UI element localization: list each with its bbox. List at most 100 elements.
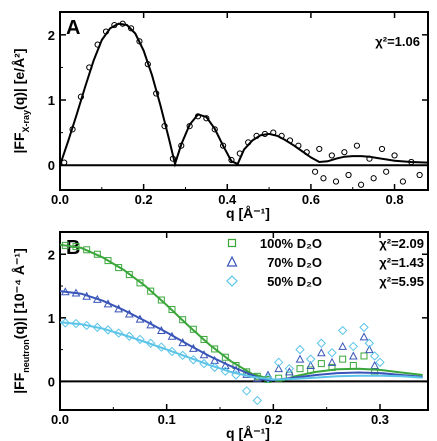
data-point bbox=[135, 334, 145, 345]
data-point bbox=[221, 353, 229, 361]
data-point bbox=[71, 318, 81, 329]
data-point bbox=[127, 25, 135, 32]
data-point bbox=[317, 360, 325, 368]
legend-marker bbox=[226, 255, 238, 267]
data-point bbox=[399, 178, 407, 185]
data-point bbox=[273, 357, 284, 368]
data-point bbox=[364, 345, 374, 354]
y-tick-label: 0 bbox=[48, 374, 55, 389]
legend-chi-squared: χ²=1.43 bbox=[379, 255, 424, 270]
legend-marker bbox=[227, 238, 237, 248]
fit-line bbox=[60, 290, 423, 382]
data-point bbox=[295, 344, 305, 355]
y-tick-label: 0 bbox=[48, 158, 55, 173]
y-tick-label: 1 bbox=[48, 311, 55, 326]
data-point bbox=[136, 279, 144, 287]
data-point bbox=[295, 354, 305, 363]
data-point bbox=[328, 152, 335, 159]
x-tick-label: 0.0 bbox=[51, 412, 69, 427]
data-point bbox=[200, 335, 208, 343]
data-point bbox=[228, 156, 235, 164]
data-point bbox=[370, 360, 380, 369]
data-point bbox=[296, 365, 304, 373]
data-point bbox=[179, 316, 187, 324]
data-point bbox=[203, 115, 210, 122]
plot-frame bbox=[59, 11, 429, 191]
data-point bbox=[125, 271, 133, 279]
data-point bbox=[316, 348, 326, 357]
data-point bbox=[316, 145, 323, 153]
data-point bbox=[338, 341, 348, 350]
legend-label: 50% D₂O bbox=[267, 274, 322, 289]
data-point bbox=[357, 181, 365, 188]
y-axis-label: |FFX-ray(q)| [e/Å²] bbox=[11, 48, 31, 153]
x-tick-label: 0.0 bbox=[51, 192, 69, 207]
legend-label: 70% D₂O bbox=[267, 255, 322, 270]
x-tick-label: 0.4 bbox=[218, 192, 237, 207]
x-tick-label: 0.6 bbox=[302, 192, 320, 207]
data-point bbox=[353, 142, 361, 149]
data-point bbox=[168, 306, 176, 314]
x-tick-label: 0.1 bbox=[158, 412, 176, 427]
data-point bbox=[359, 322, 369, 333]
data-point bbox=[305, 354, 316, 364]
data-point bbox=[345, 171, 352, 179]
data-point bbox=[416, 171, 423, 179]
data-point bbox=[359, 332, 369, 341]
data-point bbox=[337, 325, 348, 336]
data-point bbox=[339, 355, 347, 363]
data-point bbox=[274, 364, 284, 373]
panel-A: 0.0 0.2 0.4 0.6 0.8 0 1 2 q [Å⁻¹] |FFX-ray(q)| [e… bbox=[11, 11, 429, 221]
data-point bbox=[211, 345, 219, 353]
panel-B: 0.0 0.1 0.2 0.3 0 1 2 q [Å⁻¹] |FFneutron(q)| [10… bbox=[11, 231, 429, 441]
data-point bbox=[378, 145, 386, 153]
x-tick-label: 0.8 bbox=[386, 192, 404, 207]
x-tick-label: 0.3 bbox=[371, 412, 389, 427]
x-axis-label: q [Å⁻¹] bbox=[226, 205, 270, 221]
data-point bbox=[147, 287, 155, 295]
data-point bbox=[311, 168, 319, 175]
fit-line bbox=[60, 243, 423, 382]
legend-marker bbox=[226, 275, 238, 287]
data-point bbox=[369, 351, 380, 361]
data-point bbox=[320, 175, 327, 182]
data-point bbox=[349, 362, 357, 369]
data-point bbox=[348, 351, 358, 360]
data-point bbox=[327, 357, 337, 366]
plot-frame bbox=[59, 231, 429, 411]
chi-squared-annotation: χ²=1.06 bbox=[375, 34, 420, 49]
plot-area bbox=[60, 20, 428, 188]
data-point bbox=[189, 325, 197, 333]
data-point bbox=[211, 126, 218, 133]
data-point bbox=[391, 152, 398, 159]
legend-chi-squared: χ²=5.95 bbox=[379, 274, 424, 289]
fit-line bbox=[60, 22, 428, 168]
data-point bbox=[375, 357, 385, 368]
fit-line bbox=[60, 321, 423, 381]
x-axis-label: q [Å⁻¹] bbox=[226, 425, 270, 441]
data-point bbox=[341, 149, 348, 156]
data-point bbox=[316, 338, 327, 348]
panel-label: A bbox=[66, 17, 80, 39]
data-point bbox=[348, 341, 359, 352]
data-point bbox=[332, 178, 340, 185]
legend-label: 100% D₂O bbox=[260, 236, 322, 251]
y-tick-label: 1 bbox=[48, 93, 55, 108]
data-point bbox=[370, 175, 377, 182]
data-point bbox=[383, 168, 390, 175]
data-point bbox=[306, 360, 316, 369]
legend: 100% D₂O χ²=2.09 70% D₂O χ²=1.43 50% D₂O χ²=5… bbox=[226, 236, 424, 289]
data-point bbox=[360, 352, 368, 360]
legend-chi-squared: χ²=2.09 bbox=[379, 236, 424, 251]
data-point bbox=[157, 296, 165, 304]
y-tick-label: 2 bbox=[48, 28, 55, 43]
data-point bbox=[104, 257, 112, 265]
y-tick-label: 2 bbox=[48, 247, 55, 262]
data-point bbox=[327, 348, 337, 358]
data-point bbox=[364, 338, 375, 348]
data-point bbox=[284, 363, 295, 374]
data-point bbox=[252, 395, 263, 406]
x-tick-label: 0.2 bbox=[264, 412, 282, 427]
plot-area bbox=[60, 241, 423, 406]
